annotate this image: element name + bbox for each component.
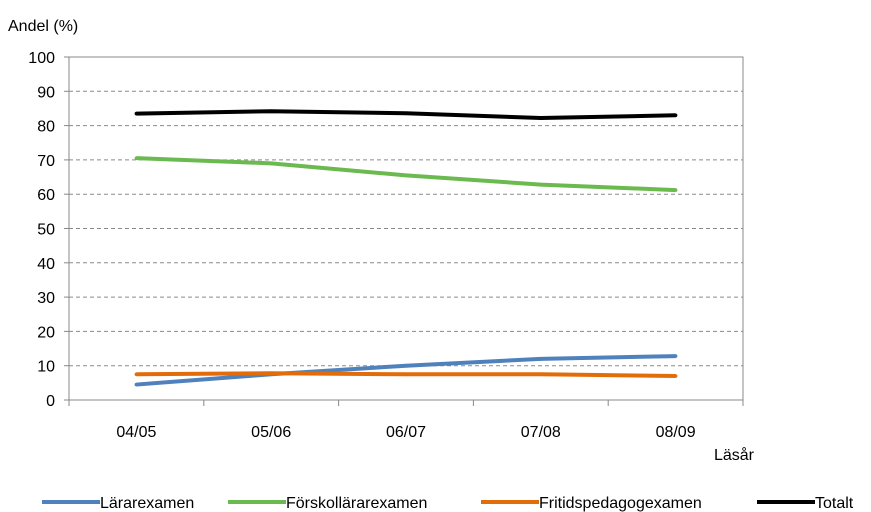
y-axis-label: Andel (%) xyxy=(8,18,78,35)
legend-label: Lärarexamen xyxy=(100,495,194,512)
legend-item: Lärarexamen xyxy=(42,495,194,512)
x-tick-label: 07/08 xyxy=(521,424,561,441)
data-point xyxy=(269,371,274,376)
legend-label: Totalt xyxy=(815,495,854,512)
x-axis-label: Läsår xyxy=(714,446,755,464)
legend-item: Fritidspedagogexamen xyxy=(481,495,702,512)
data-point xyxy=(673,113,678,118)
legend-label: Förskollärarexamen xyxy=(286,495,427,512)
legend: Lärarexamen Förskollärarexamen Fritidspeda… xyxy=(42,495,854,512)
x-axis-ticks: 04/05 05/06 06/07 07/08 08/09 xyxy=(68,400,744,441)
y-tick-label: 20 xyxy=(37,324,55,341)
series-4 xyxy=(134,109,678,121)
data-point xyxy=(539,116,543,120)
data-point xyxy=(134,111,139,116)
data-point xyxy=(134,372,139,377)
y-tick-label: 30 xyxy=(37,290,55,307)
x-tick-label: 05/06 xyxy=(251,424,291,441)
legend-item: Totalt xyxy=(757,495,854,512)
y-tick-label: 50 xyxy=(37,222,55,239)
plot-area: 0 10 20 30 40 50 60 70 80 90 100 04/05 05/06 06/07 07… xyxy=(28,50,744,441)
y-tick-label: 60 xyxy=(37,187,55,204)
data-point xyxy=(539,182,543,187)
y-tick-label: 40 xyxy=(37,256,55,273)
legend-label: Fritidspedagogexamen xyxy=(539,495,702,512)
y-tick-label: 80 xyxy=(37,119,55,136)
data-point xyxy=(673,354,678,358)
y-tick-label: 100 xyxy=(28,50,55,67)
data-point xyxy=(269,109,274,113)
data-point xyxy=(404,173,408,178)
series-lines xyxy=(134,109,678,387)
x-tick-label: 08/09 xyxy=(656,424,696,441)
data-point xyxy=(134,156,139,160)
data-point xyxy=(134,382,139,387)
y-tick-label: 90 xyxy=(37,84,55,101)
series-2 xyxy=(134,156,678,193)
y-tick-label: 0 xyxy=(46,393,55,410)
y-tick-label: 70 xyxy=(37,153,55,170)
series-3 xyxy=(134,371,678,378)
data-point xyxy=(404,363,408,368)
gridlines xyxy=(69,90,743,367)
y-axis-ticks: 0 10 20 30 40 50 60 70 80 90 100 xyxy=(28,50,69,410)
x-tick-label: 06/07 xyxy=(386,424,426,441)
data-point xyxy=(539,357,543,361)
legend-item: Förskollärarexamen xyxy=(228,495,427,512)
y-tick-label: 10 xyxy=(37,359,55,376)
x-tick-label: 04/05 xyxy=(116,424,156,441)
data-point xyxy=(269,161,274,166)
data-point xyxy=(539,372,543,377)
data-point xyxy=(673,374,678,378)
data-point xyxy=(404,372,408,377)
data-point xyxy=(673,188,678,192)
data-point xyxy=(404,111,408,116)
